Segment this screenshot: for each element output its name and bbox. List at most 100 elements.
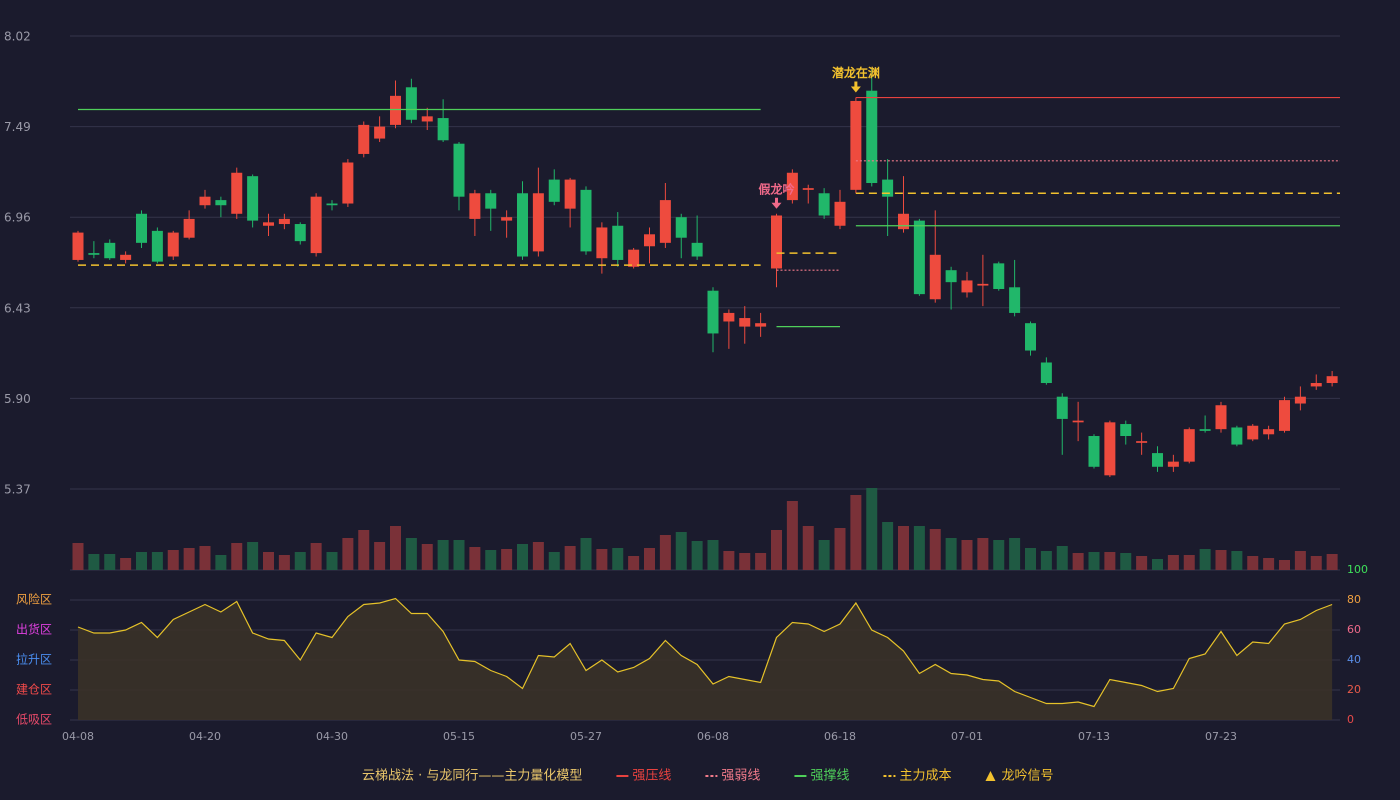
- volume-bar: [88, 554, 100, 570]
- volume-bar: [437, 540, 449, 570]
- zone-label: 低吸区: [16, 713, 52, 727]
- volume-bar: [1152, 559, 1163, 570]
- candle-body: [977, 283, 989, 286]
- candle-body: [151, 230, 163, 262]
- volume-bar: [818, 540, 830, 570]
- candle-body: [231, 172, 243, 214]
- x-tick-label: 04-08: [62, 730, 94, 743]
- x-tick-label: 07-01: [951, 730, 983, 743]
- zone-label: 拉升区: [16, 652, 52, 667]
- candle-body: [1167, 461, 1179, 467]
- y-tick-label: 5.37: [4, 483, 31, 497]
- volume-bar: [199, 546, 211, 570]
- volume-bar: [977, 538, 989, 570]
- signal-label: 假龙吟: [758, 181, 794, 196]
- volume-bar: [326, 552, 338, 570]
- x-tick-label: 04-20: [189, 730, 221, 743]
- candle-body: [1120, 424, 1132, 437]
- volume-bar: [215, 555, 227, 570]
- candle-body: [88, 253, 100, 255]
- zone-label: 风险区: [16, 592, 52, 607]
- candle-body: [771, 215, 782, 269]
- candle-body: [167, 232, 179, 257]
- candle-body: [421, 116, 433, 122]
- candle-body: [898, 213, 909, 230]
- signal-arrow: [771, 197, 782, 209]
- candle-body: [1279, 400, 1290, 431]
- volume-bar: [802, 526, 814, 570]
- volume-bar: [755, 553, 767, 570]
- volume-bar: [485, 550, 497, 570]
- volume-bar: [548, 552, 560, 570]
- volume-bar: [104, 554, 116, 570]
- volume-bar: [1167, 555, 1179, 570]
- candle-body: [866, 90, 878, 184]
- volume-bar: [532, 542, 544, 570]
- candle-body: [1136, 441, 1148, 443]
- volume-bar: [310, 543, 322, 570]
- volume-bar: [644, 548, 655, 570]
- volume-bar: [834, 528, 846, 570]
- candle-body: [501, 217, 513, 221]
- volume-bar: [453, 540, 465, 570]
- volume-bar: [1326, 554, 1338, 570]
- legend-title: 云梯战法 · 与龙同行——主力量化模型: [362, 769, 582, 784]
- volume-bar: [628, 556, 640, 570]
- candle-body: [1263, 429, 1275, 435]
- volume-bar: [596, 549, 608, 570]
- volume-bar: [1025, 548, 1036, 570]
- candle-body: [1294, 396, 1306, 404]
- candle-body: [120, 254, 132, 260]
- candle-body: [517, 193, 528, 257]
- volume-bar: [612, 548, 624, 570]
- candle-body: [1247, 425, 1259, 440]
- x-tick-label: 07-23: [1205, 730, 1237, 743]
- volume-bar: [167, 550, 179, 570]
- volume-bar: [1294, 551, 1306, 570]
- candle-body: [580, 189, 592, 252]
- candle-body: [802, 188, 814, 190]
- volume-bar: [945, 538, 957, 570]
- candle-body: [612, 225, 624, 260]
- volume-bar: [739, 553, 751, 570]
- candle-body: [691, 242, 703, 257]
- candle-body: [755, 323, 767, 327]
- volume-bar: [913, 526, 925, 570]
- candle-body: [247, 176, 259, 221]
- volume-bar: [120, 558, 132, 570]
- candle-body: [786, 172, 798, 201]
- candle-body: [929, 254, 941, 300]
- candle-body: [1025, 323, 1036, 351]
- y-tick-label: 6.43: [4, 301, 31, 315]
- candle-body: [644, 234, 655, 247]
- candle-body: [945, 270, 957, 283]
- volume-bar: [564, 546, 576, 570]
- volume-bar: [771, 530, 782, 570]
- candle-body: [374, 126, 386, 139]
- legend-label: 龙吟信号: [1001, 768, 1053, 784]
- volume-bar: [247, 542, 259, 570]
- volume-bar: [580, 538, 592, 570]
- volume-bar: [898, 526, 909, 570]
- candle-body: [993, 263, 1005, 289]
- candle-body: [310, 196, 322, 254]
- candle-body: [72, 232, 84, 260]
- candle-body: [1104, 422, 1116, 476]
- candle-body: [1056, 396, 1068, 419]
- indicator-line: [77, 597, 1333, 708]
- y-tick-label: 6.96: [4, 211, 31, 225]
- candle-body: [739, 318, 751, 327]
- volume-bar: [390, 526, 401, 570]
- legend-label: 主力成本: [899, 769, 951, 784]
- volume-bar: [1247, 556, 1259, 570]
- candle-body: [453, 143, 465, 197]
- volume-bar: [1056, 546, 1068, 570]
- volume-bar: [723, 551, 735, 570]
- volume-bar: [850, 495, 862, 570]
- volume-bar: [1136, 556, 1148, 570]
- candle-body: [104, 242, 116, 259]
- candle-body: [532, 193, 544, 252]
- candle-body: [723, 312, 735, 322]
- candle-body: [1183, 429, 1195, 462]
